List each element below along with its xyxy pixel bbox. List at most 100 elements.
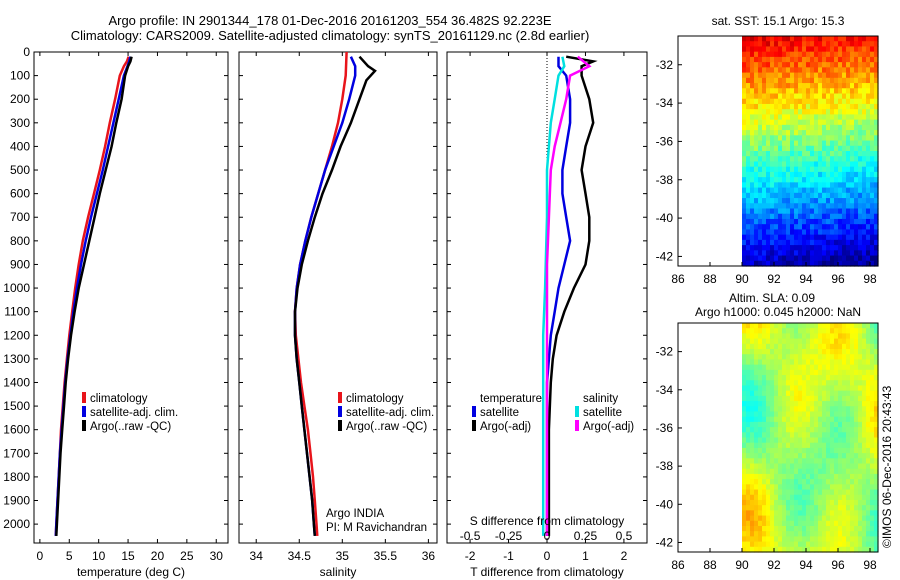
map-cell: [774, 479, 779, 485]
map-cell: [802, 83, 807, 89]
map-cell: [786, 401, 791, 407]
map-cell: [810, 525, 815, 532]
map-cell: [846, 239, 851, 246]
map-cell: [870, 416, 875, 423]
map-cell: [802, 182, 807, 189]
map-cell: [778, 198, 783, 204]
map-cell: [806, 67, 811, 74]
map-cell: [774, 124, 779, 131]
map-cell: [790, 541, 795, 548]
map-cell: [742, 525, 747, 532]
map-cell: [790, 140, 795, 147]
map-cell: [838, 499, 843, 506]
map-cell: [790, 218, 795, 225]
map-cell: [802, 192, 807, 199]
map-cell: [874, 77, 879, 84]
map-cell: [854, 103, 859, 110]
map-cell: [742, 401, 747, 407]
map-cell: [802, 505, 807, 511]
map-cell: [746, 93, 751, 100]
map-cell: [746, 463, 751, 470]
map-cell: [814, 375, 819, 381]
map-cell: [778, 520, 783, 527]
map-cell: [798, 427, 803, 433]
map-cell: [810, 375, 815, 381]
map-cell: [774, 67, 779, 74]
map-cell: [830, 354, 835, 361]
map-cell: [818, 447, 823, 454]
map-cell: [790, 114, 795, 121]
map-cell: [842, 401, 847, 407]
map-cell: [830, 250, 835, 257]
map-cell: [794, 255, 799, 262]
map-cell: [838, 427, 843, 433]
map-cell: [766, 245, 771, 251]
map-cell: [746, 88, 751, 95]
map-cell: [770, 416, 775, 423]
map-cell: [798, 109, 803, 116]
map-cell: [746, 525, 751, 532]
map-cell: [774, 349, 779, 355]
map-cell: [790, 98, 795, 105]
map-cell: [870, 166, 875, 173]
map-cell: [742, 56, 747, 63]
map-cell: [834, 447, 839, 454]
map-cell: [874, 182, 879, 189]
map-cell: [798, 218, 803, 225]
map-cell: [846, 406, 851, 413]
map-cell: [846, 369, 851, 376]
map-cell: [858, 250, 863, 257]
map-cell: [782, 51, 787, 58]
map-cell: [826, 437, 831, 444]
map-cell: [834, 130, 839, 136]
map-cell: [766, 83, 771, 89]
map-cell: [822, 349, 827, 355]
map-cell: [858, 468, 863, 475]
map-cell: [742, 531, 747, 537]
map-cell: [790, 255, 795, 262]
map-cell: [866, 109, 871, 116]
map-cell: [750, 151, 755, 157]
map-cell: [750, 354, 755, 361]
map-cell: [850, 421, 855, 428]
map-cell: [778, 182, 783, 189]
map-cell: [830, 494, 835, 501]
map-cell: [778, 36, 783, 42]
map-cell: [762, 83, 767, 89]
map-cell: [806, 77, 811, 84]
x2-tick-label: 0: [544, 529, 551, 543]
map-cell: [874, 161, 879, 168]
legend-swatch: [338, 406, 342, 417]
map-cell: [838, 380, 843, 387]
map-cell: [818, 145, 823, 152]
map-cell: [862, 36, 867, 42]
map-cell: [778, 156, 783, 163]
map-cell: [850, 72, 855, 79]
map-cell: [806, 255, 811, 262]
map-cell: [830, 323, 835, 329]
map-cell: [810, 36, 815, 42]
map-cell: [838, 333, 843, 340]
map-cell: [874, 234, 879, 241]
map-cell: [854, 98, 859, 105]
map-cell: [750, 494, 755, 501]
map-cell: [846, 411, 851, 418]
map-cell: [842, 427, 847, 433]
map-cell: [814, 192, 819, 199]
map-cell: [842, 531, 847, 537]
map-cell: [814, 380, 819, 387]
map-cell: [870, 255, 875, 262]
map-cell: [846, 145, 851, 152]
map-cell: [770, 473, 775, 480]
map-cell: [866, 83, 871, 89]
map-cell: [822, 218, 827, 225]
map-cell: [746, 224, 751, 231]
map-cell: [802, 260, 807, 267]
map-cell: [826, 359, 831, 366]
map-cell: [758, 427, 763, 433]
map-cell: [786, 323, 791, 329]
map-cell: [778, 442, 783, 449]
map-cell: [758, 510, 763, 517]
map-cell: [750, 323, 755, 329]
map-cell: [802, 338, 807, 345]
